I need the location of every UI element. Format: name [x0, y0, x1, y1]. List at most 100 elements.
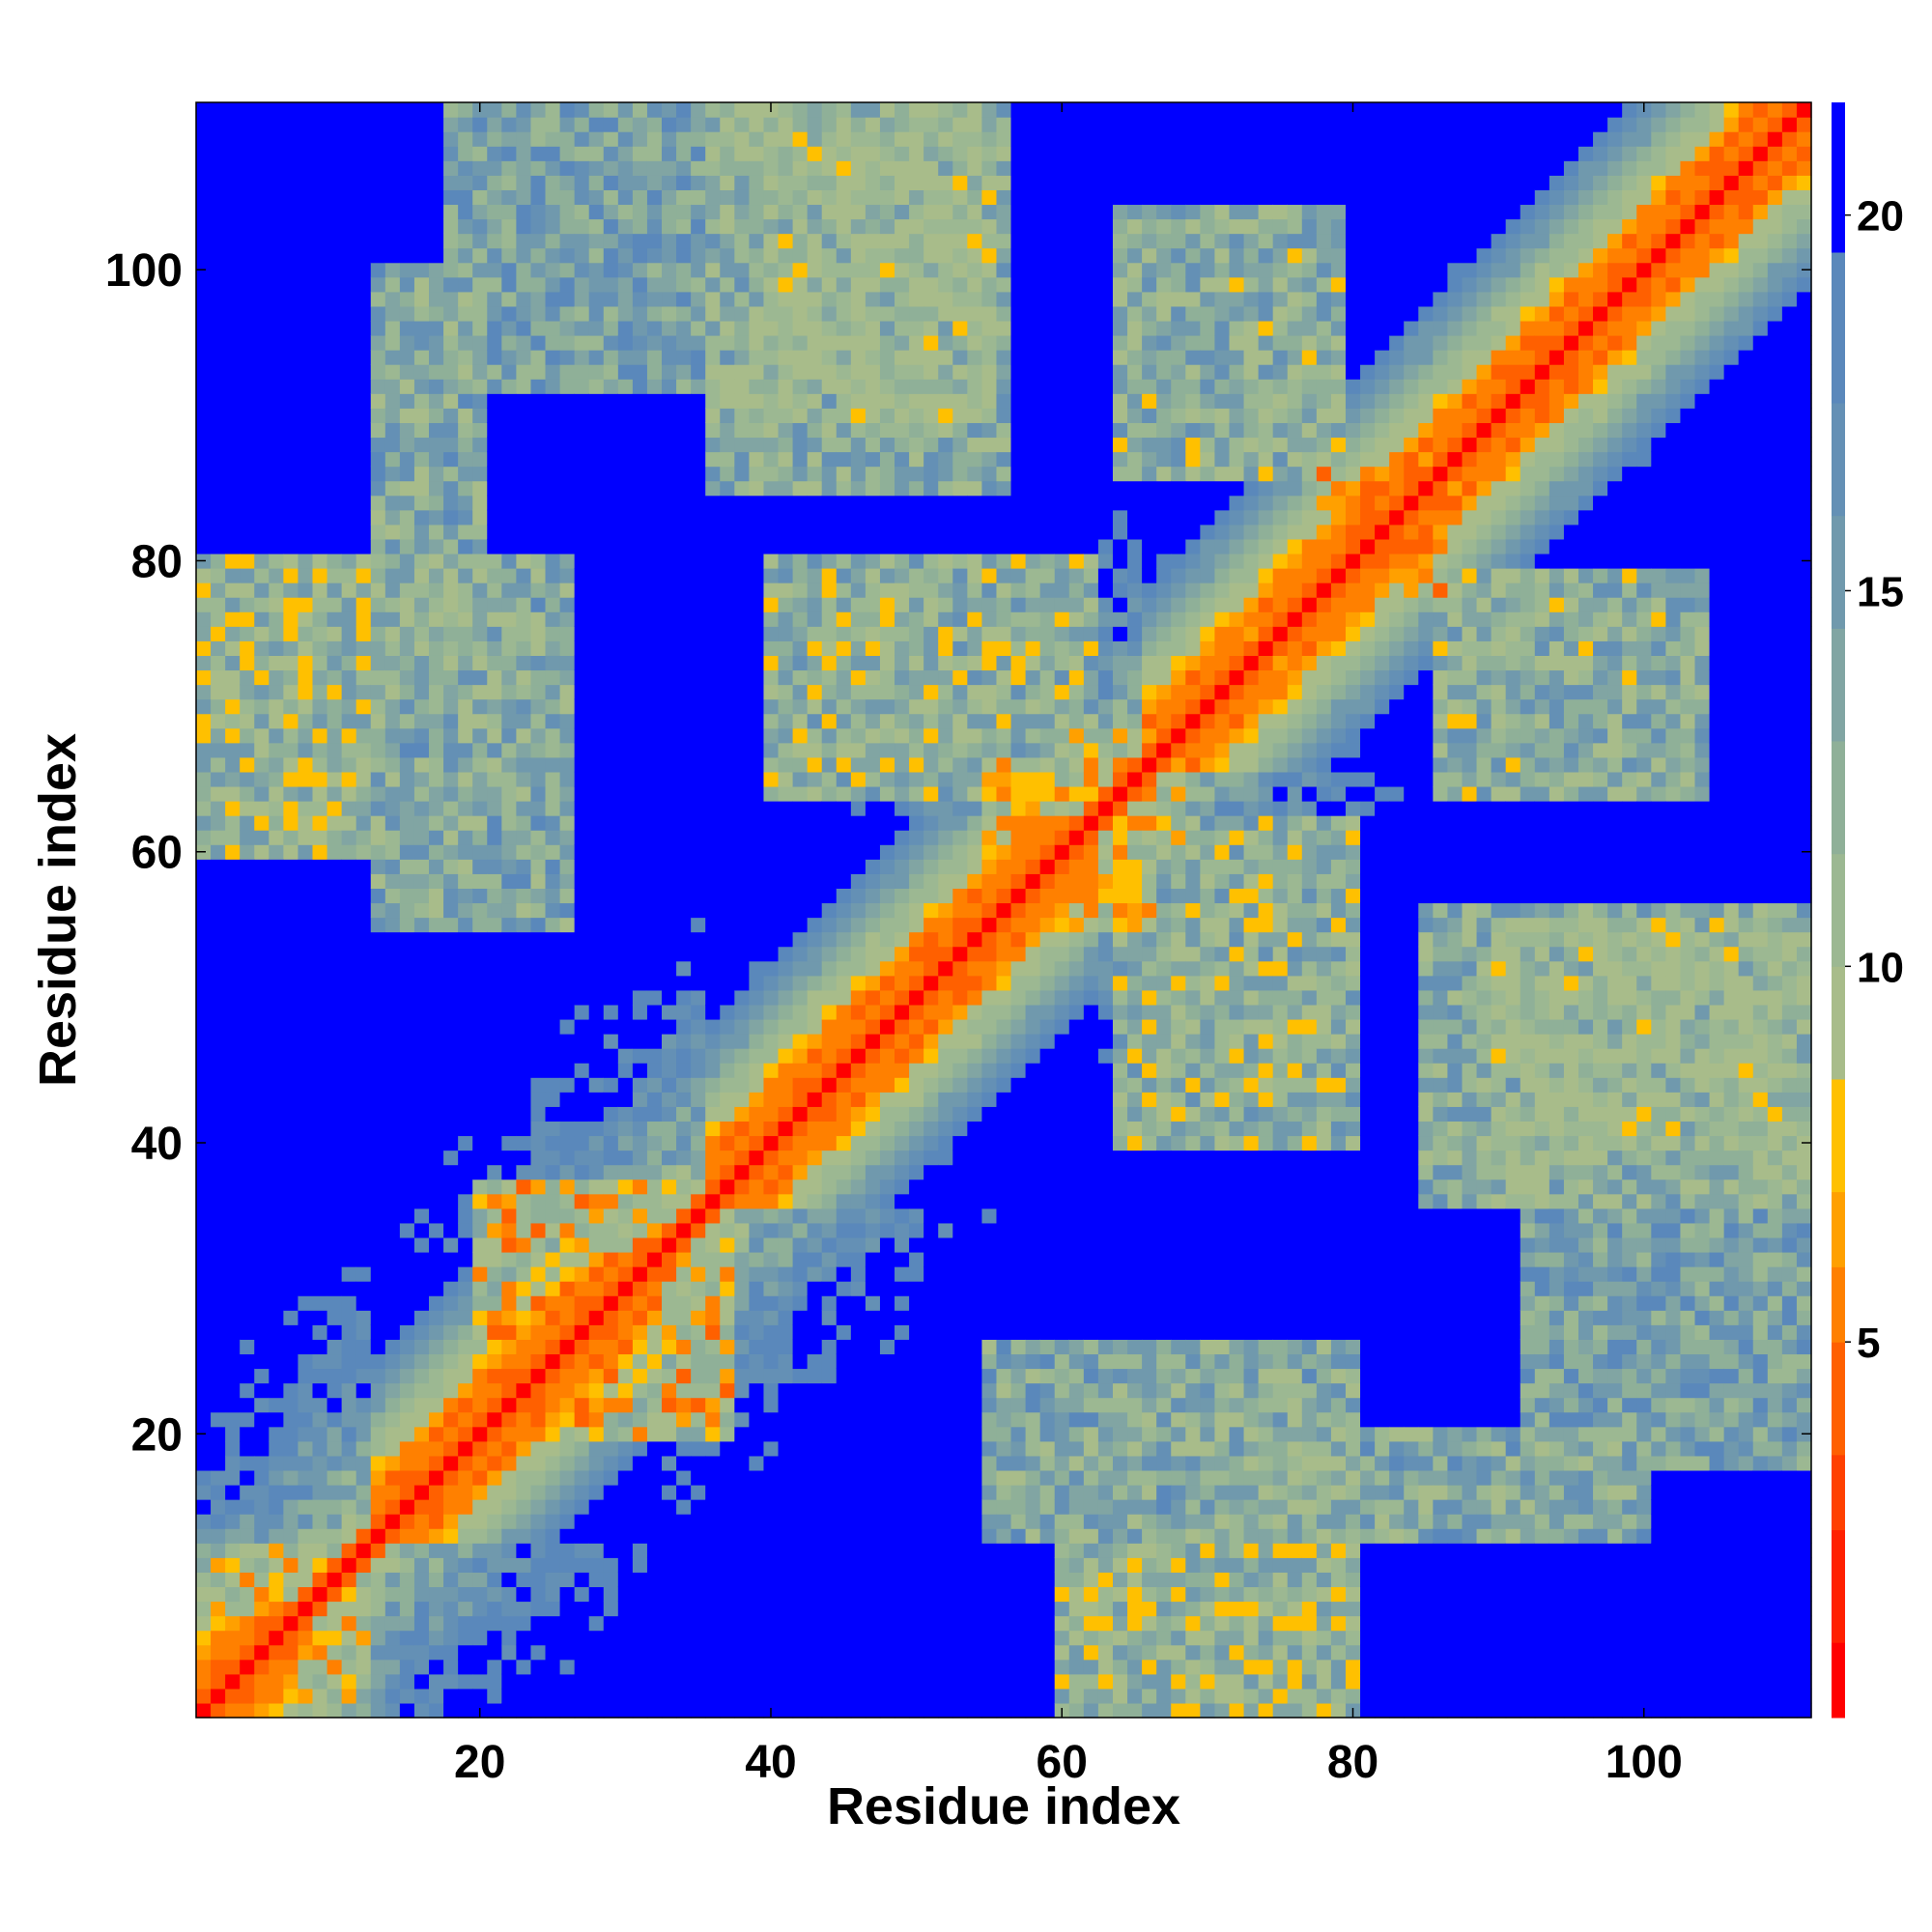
heatmap-cell: [836, 364, 852, 380]
heatmap-cell: [807, 1004, 823, 1020]
heatmap-cell: [646, 524, 663, 540]
heatmap-cell: [617, 931, 634, 948]
heatmap-cell: [792, 1295, 809, 1311]
heatmap-cell: [617, 611, 634, 627]
heatmap-cell: [298, 640, 314, 656]
heatmap-cell: [516, 1236, 532, 1253]
heatmap-cell: [298, 1092, 314, 1107]
heatmap-cell: [691, 1121, 706, 1137]
heatmap-cell: [676, 146, 692, 161]
heatmap-cell: [283, 204, 299, 220]
heatmap-cell: [211, 1644, 226, 1661]
heatmap-cell: [588, 1659, 605, 1675]
heatmap-cell: [836, 1222, 852, 1238]
heatmap-cell: [225, 611, 241, 627]
heatmap-cell: [749, 1063, 765, 1078]
heatmap-cell: [545, 931, 561, 948]
heatmap-cell: [413, 1659, 430, 1675]
heatmap-cell: [355, 1034, 372, 1049]
heatmap-cell: [807, 408, 823, 423]
heatmap-cell: [662, 1659, 677, 1675]
heatmap-cell: [341, 1426, 357, 1442]
heatmap-cell: [399, 1528, 415, 1544]
heatmap-cell: [705, 1193, 721, 1209]
heatmap-cell: [429, 1281, 444, 1296]
heatmap-cell: [603, 713, 619, 729]
heatmap-cell: [472, 1353, 488, 1370]
heatmap-cell: [574, 379, 590, 394]
heatmap-cell: [676, 335, 692, 351]
heatmap-cell: [778, 785, 794, 802]
heatmap-cell: [312, 771, 328, 787]
heatmap-cell: [691, 466, 706, 482]
heatmap-cell: [312, 320, 328, 336]
heatmap-cell: [763, 218, 780, 235]
heatmap-cell: [487, 204, 502, 220]
heatmap-cell: [734, 931, 750, 948]
heatmap-cell: [574, 989, 590, 1006]
heatmap-cell: [646, 756, 663, 773]
heatmap-cell: [574, 1601, 590, 1617]
heatmap-cell: [196, 1688, 212, 1704]
heatmap-cell: [588, 1615, 605, 1632]
heatmap-cell: [603, 1353, 619, 1370]
heatmap-cell: [413, 1455, 430, 1471]
heatmap-cell: [384, 262, 401, 278]
heatmap-cell: [632, 480, 648, 497]
heatmap-cell: [836, 1034, 852, 1049]
heatmap-cell: [327, 1455, 343, 1471]
heatmap-cell: [429, 160, 444, 176]
heatmap-cell: [662, 204, 677, 220]
heatmap-cell: [545, 888, 561, 904]
heatmap-cell: [603, 291, 619, 307]
heatmap-cell: [792, 1688, 809, 1704]
heatmap-cell: [211, 291, 226, 307]
heatmap-cell: [559, 917, 576, 933]
heatmap-cell: [355, 422, 372, 439]
heatmap-cell: [399, 451, 415, 468]
heatmap-cell: [516, 247, 532, 264]
heatmap-cell: [632, 1251, 648, 1267]
heatmap-cell: [327, 1164, 343, 1180]
heatmap-cell: [472, 1514, 488, 1529]
heatmap-cell: [559, 1034, 576, 1049]
heatmap-cell: [487, 713, 502, 729]
heatmap-cell: [705, 1150, 721, 1166]
heatmap-cell: [836, 1397, 852, 1413]
heatmap-cell: [458, 509, 473, 526]
heatmap-cell: [545, 1382, 561, 1399]
heatmap-cell: [676, 1572, 692, 1588]
heatmap-cell: [225, 1484, 241, 1500]
heatmap-cell: [676, 509, 692, 526]
heatmap-cell: [399, 1004, 415, 1020]
heatmap-cell: [646, 204, 663, 220]
heatmap-cell: [355, 1484, 372, 1500]
heatmap-cell: [501, 495, 517, 511]
heatmap-cell: [574, 1528, 590, 1544]
heatmap-cell: [429, 1179, 444, 1195]
heatmap-cell: [443, 1528, 459, 1544]
heatmap-cell: [516, 960, 532, 977]
heatmap-cell: [632, 117, 648, 132]
heatmap-cell: [516, 1048, 532, 1064]
heatmap-cell: [487, 1426, 502, 1442]
heatmap-cell: [443, 1222, 459, 1238]
heatmap-cell: [370, 1004, 386, 1020]
heatmap-cell: [530, 1164, 547, 1180]
heatmap-cell: [763, 873, 780, 889]
heatmap-cell: [691, 698, 706, 715]
heatmap-cell: [240, 1615, 255, 1632]
heatmap-cell: [283, 640, 299, 656]
heatmap-cell: [676, 1673, 692, 1690]
heatmap-cell: [384, 1150, 401, 1166]
heatmap-cell: [749, 684, 765, 700]
heatmap-cell: [298, 1411, 314, 1428]
heatmap-cell: [778, 727, 794, 744]
heatmap-cell: [763, 568, 780, 583]
heatmap-cell: [807, 131, 823, 147]
heatmap-cell: [341, 1528, 357, 1544]
heatmap-cell: [778, 408, 794, 423]
heatmap-cell: [370, 1106, 386, 1122]
heatmap-cell: [632, 1222, 648, 1238]
heatmap-cell: [487, 262, 502, 278]
